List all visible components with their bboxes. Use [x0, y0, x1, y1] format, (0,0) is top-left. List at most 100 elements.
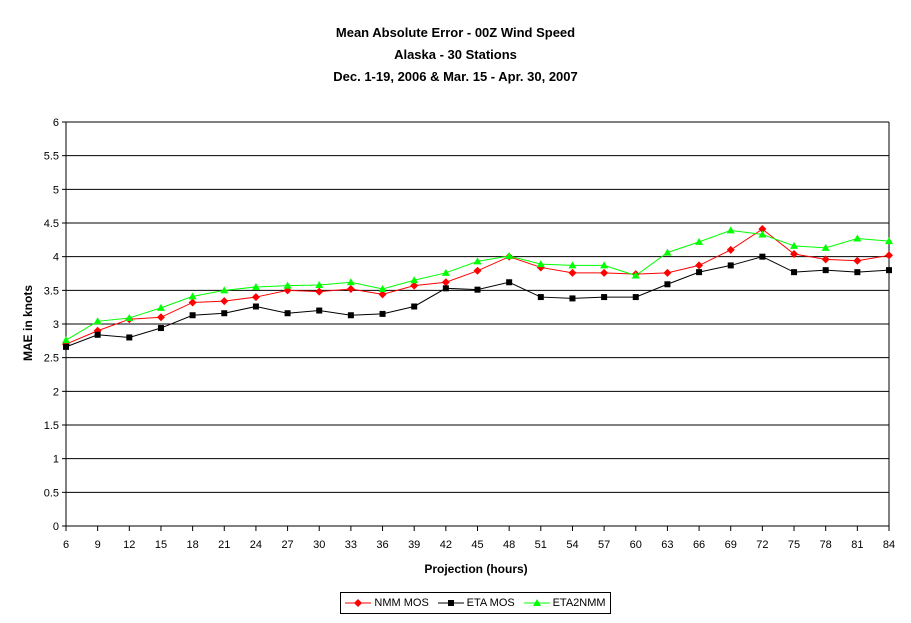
- x-tick-label: 21: [218, 539, 230, 551]
- legend-label-eta-mos: ETA MOS: [466, 597, 515, 609]
- x-tick-label: 75: [788, 539, 800, 551]
- x-tick-label: 81: [851, 539, 863, 551]
- point-eta-mos: [411, 303, 418, 310]
- point-eta2nmm: [125, 313, 134, 321]
- legend-label-eta2nmm: ETA2NMM: [552, 597, 606, 609]
- point-nmm-mos: [821, 255, 830, 264]
- point-eta2nmm: [631, 271, 640, 279]
- point-eta2nmm: [536, 260, 545, 268]
- point-nmm-mos: [726, 245, 735, 254]
- x-tick-label: 6: [63, 539, 69, 551]
- y-tick-label: 0: [53, 521, 59, 533]
- point-eta-mos: [822, 267, 829, 274]
- point-nmm-mos: [695, 261, 704, 270]
- x-axis-ticks: 6 9 12 15 18 21 24 27 30 33 36 39 42 45 48 51 54 57 60 63 66…: [63, 526, 895, 551]
- point-eta2nmm: [505, 251, 514, 259]
- x-tick-label: 18: [186, 539, 198, 551]
- point-eta-mos: [284, 310, 291, 317]
- y-tick-label: 3.5: [44, 285, 59, 297]
- point-eta-mos: [442, 285, 449, 292]
- point-eta-mos: [157, 325, 164, 332]
- point-nmm-mos: [441, 278, 450, 287]
- point-nmm-mos: [346, 284, 355, 293]
- legend-item-eta-mos: ETA MOS: [437, 597, 515, 609]
- y-axis-title: MAE in knots: [21, 285, 35, 361]
- y-tick-label: 4.5: [44, 218, 59, 230]
- point-nmm-mos: [790, 249, 799, 258]
- point-eta2nmm: [283, 281, 292, 289]
- point-nmm-mos: [251, 293, 260, 302]
- point-eta-mos: [664, 281, 671, 288]
- point-eta2nmm: [441, 268, 450, 276]
- y-tick-label: 1.5: [44, 420, 59, 432]
- point-eta2nmm: [62, 336, 70, 344]
- y-tick-label: 4: [53, 252, 59, 264]
- y-axis-ticks: 0 0.5 1 1.5 2 2.5 3 3.5 4 4.5 5 5.5 6: [44, 117, 66, 533]
- point-eta2nmm: [726, 226, 735, 234]
- point-eta2nmm: [663, 248, 672, 256]
- point-eta2nmm: [821, 243, 830, 251]
- x-tick-label: 66: [693, 539, 705, 551]
- x-tick-label: 39: [408, 539, 420, 551]
- y-tick-label: 5: [53, 184, 59, 196]
- point-nmm-mos: [568, 268, 577, 277]
- point-nmm-mos: [220, 297, 229, 306]
- chart-subtitle-1: Alaska - 30 Stations: [394, 47, 517, 62]
- point-eta-mos: [379, 310, 386, 317]
- x-tick-label: 84: [883, 539, 895, 551]
- point-eta2nmm: [885, 237, 893, 245]
- point-eta2nmm: [473, 257, 482, 265]
- point-nmm-mos: [600, 268, 609, 277]
- point-eta2nmm: [410, 276, 419, 284]
- point-eta-mos: [474, 286, 481, 293]
- legend-swatch-eta-mos: [437, 600, 464, 606]
- point-eta2nmm: [220, 286, 229, 294]
- x-tick-label: 45: [471, 539, 483, 551]
- point-nmm-mos: [315, 287, 324, 296]
- point-eta-mos: [94, 331, 101, 338]
- point-eta-mos: [126, 334, 133, 341]
- point-eta-mos: [189, 312, 196, 319]
- y-tick-label: 5.5: [44, 151, 59, 163]
- chart-subtitle-2: Dec. 1-19, 2006 & Mar. 15 - Apr. 30, 200…: [333, 69, 578, 84]
- x-tick-label: 63: [661, 539, 673, 551]
- gridlines: [65, 121, 890, 527]
- x-tick-label: 27: [281, 539, 293, 551]
- legend-swatch-nmm-mos: [345, 599, 372, 607]
- point-eta-mos: [886, 267, 892, 274]
- point-eta2nmm: [156, 303, 165, 311]
- point-eta2nmm: [188, 292, 197, 300]
- point-nmm-mos: [410, 281, 419, 290]
- x-tick-label: 24: [250, 539, 262, 551]
- point-eta2nmm: [758, 230, 767, 238]
- point-eta-mos: [537, 294, 544, 301]
- x-tick-label: 51: [535, 539, 547, 551]
- chart-legend: NMM MOS ETA MOS ETA2NMM: [340, 592, 611, 614]
- point-eta-mos: [316, 307, 323, 314]
- point-eta2nmm: [790, 241, 799, 249]
- point-nmm-mos: [758, 225, 767, 234]
- x-tick-label: 48: [503, 539, 515, 551]
- point-eta-mos: [569, 295, 576, 302]
- y-tick-label: 3: [53, 319, 59, 331]
- point-eta-mos: [696, 269, 703, 276]
- x-tick-label: 9: [95, 539, 101, 551]
- point-eta-mos: [632, 294, 639, 301]
- chart-title: Mean Absolute Error - 00Z Wind Speed: [335, 25, 576, 40]
- x-tick-label: 36: [376, 539, 388, 551]
- point-eta-mos: [601, 294, 608, 301]
- series-group: [62, 225, 893, 350]
- point-eta2nmm: [93, 317, 102, 325]
- x-tick-label: 15: [155, 539, 167, 551]
- y-tick-label: 2.5: [44, 353, 59, 365]
- y-tick-label: 2: [53, 386, 59, 398]
- x-tick-label: 72: [756, 539, 768, 551]
- legend-item-eta2nmm: ETA2NMM: [523, 597, 606, 609]
- point-eta-mos: [759, 253, 766, 260]
- point-nmm-mos: [663, 268, 672, 277]
- x-tick-label: 54: [566, 539, 578, 551]
- point-nmm-mos: [473, 266, 482, 275]
- y-tick-label: 0.5: [44, 487, 59, 499]
- x-tick-label: 60: [630, 539, 642, 551]
